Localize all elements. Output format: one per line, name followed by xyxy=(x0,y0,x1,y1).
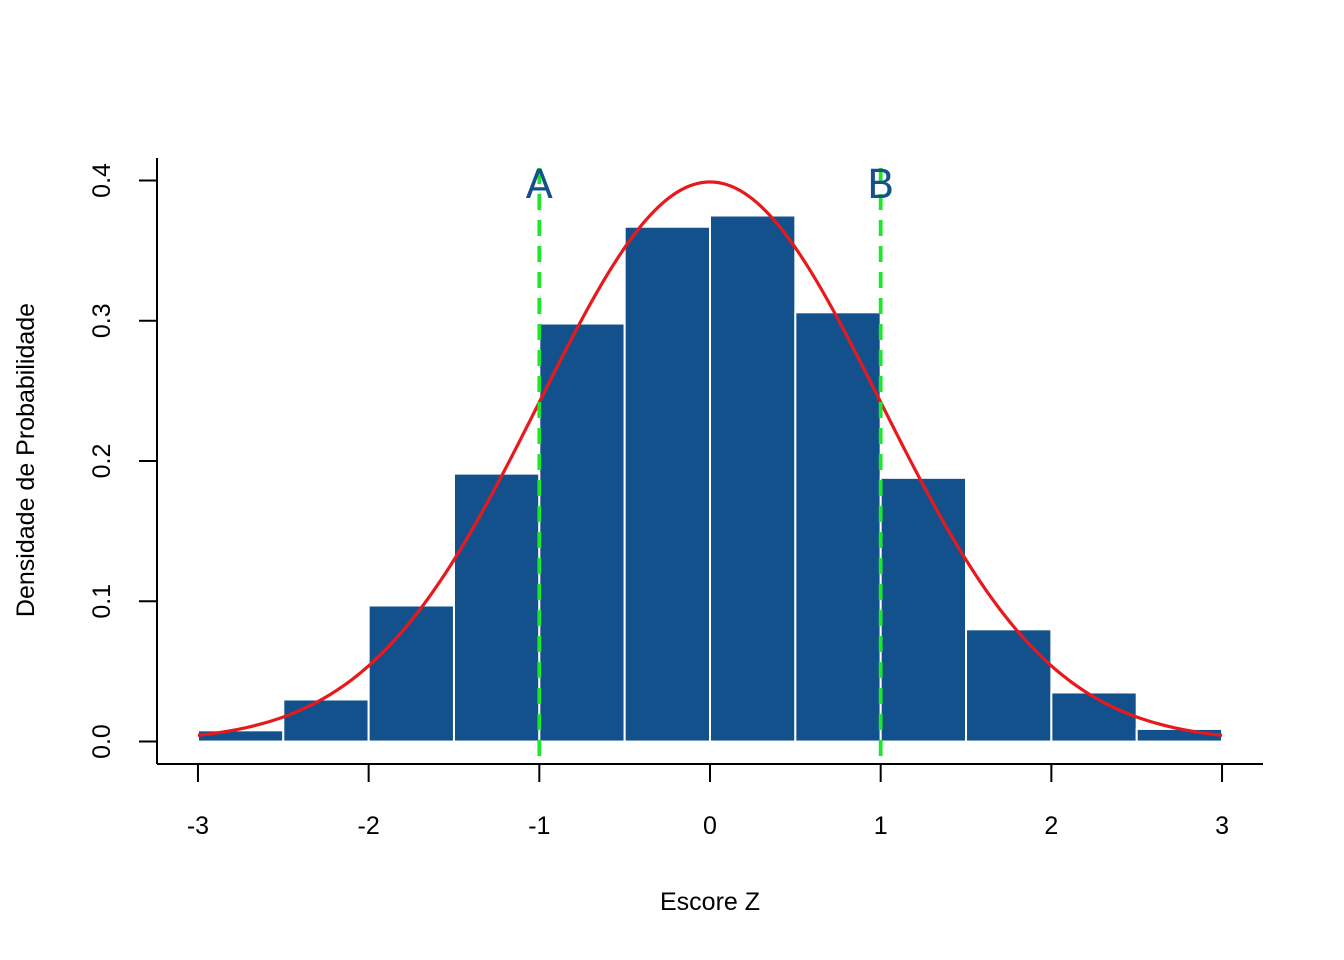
y-tick-label: 0.1 xyxy=(88,584,116,619)
histogram-bar-2 xyxy=(282,698,370,743)
normal-density-curve xyxy=(197,180,1223,737)
y-tick-label: 0.2 xyxy=(88,444,116,479)
x-tick-label: -3 xyxy=(187,812,209,840)
x-tick-label: 2 xyxy=(1044,812,1058,840)
histogram-bar-6 xyxy=(623,225,712,743)
histogram-bar-5 xyxy=(538,322,626,743)
histogram-bars xyxy=(111,214,1224,743)
reference-label-b: B xyxy=(867,162,894,208)
x-tick-label: 0 xyxy=(703,812,717,840)
y-axis-label: Densidade de Probabilidade xyxy=(12,303,40,617)
x-tick-label: -1 xyxy=(528,812,550,840)
histogram-bar-4 xyxy=(452,472,541,743)
x-tick-label: 1 xyxy=(874,812,888,840)
histogram-bar-7 xyxy=(709,214,797,743)
x-axis-label: Escore Z xyxy=(660,888,760,916)
y-tick-label: 0.4 xyxy=(88,163,116,198)
y-tick-label: 0.0 xyxy=(88,724,116,759)
histogram-bar-1 xyxy=(196,729,285,743)
y-tick-label: 0.3 xyxy=(88,303,116,338)
normal-curve-layer xyxy=(197,180,1223,737)
histogram-bar-9 xyxy=(879,476,968,743)
reference-label-a: A xyxy=(526,162,554,208)
histogram-bar-3 xyxy=(367,604,455,743)
x-tick-label: -2 xyxy=(358,812,380,840)
histogram-bar-11 xyxy=(1050,691,1138,743)
axes: -3 -2 -1 0 1 2 3 0.0 0.1 0.2 0.3 0.4 xyxy=(88,158,1263,840)
histogram-bar-10 xyxy=(965,628,1053,743)
x-tick-label: 3 xyxy=(1215,812,1229,840)
